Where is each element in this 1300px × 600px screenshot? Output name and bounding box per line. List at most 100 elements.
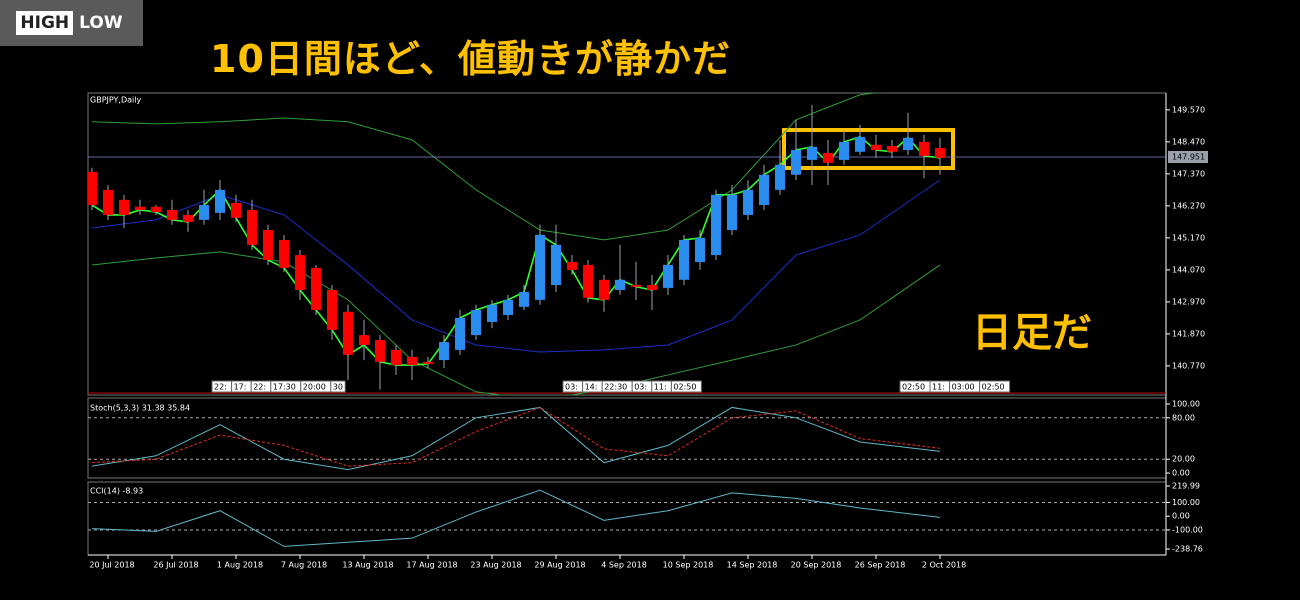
time-tag-box [670, 380, 702, 393]
stoch-title: Stoch(5,3,3) 31.38 35.84 [90, 404, 190, 413]
band-line [91, 93, 879, 241]
candle-body [839, 141, 849, 160]
band-line [91, 251, 941, 395]
y-tick-label: 140.770 [1172, 361, 1205, 370]
band-line [91, 179, 941, 353]
candle-body [567, 262, 577, 270]
candle-body [519, 292, 529, 307]
y-tick-label: 144.070 [1172, 265, 1205, 274]
candle-body [455, 317, 465, 350]
candle-body [215, 189, 225, 213]
candle-body [423, 361, 433, 364]
candle-body [631, 285, 641, 287]
y-tick-label: 100.00 [1172, 400, 1200, 409]
candle-body [231, 202, 241, 218]
y-tick-label: 145.170 [1172, 233, 1205, 242]
candle-body [615, 279, 625, 290]
time-tag: 02:50 [982, 383, 1005, 392]
y-tick-label: 142.970 [1172, 297, 1205, 306]
highlight-box [782, 128, 955, 170]
time-tag: 22: [214, 383, 227, 392]
headline: 10日間ほど、値動きが静かだ [210, 37, 731, 81]
y-tick-label: 141.870 [1172, 329, 1205, 338]
candle-body [823, 152, 833, 163]
candle-body [327, 289, 337, 330]
candle-body [407, 356, 417, 366]
cci-title: CCI(14) -8.93 [90, 487, 143, 496]
candle-body [311, 267, 321, 311]
candle-body [647, 285, 657, 290]
time-tag: 17:30 [273, 383, 296, 392]
y-tick-label: 219.99 [1172, 481, 1200, 490]
candle-body [247, 209, 257, 245]
y-tick-label: 20.00 [1172, 455, 1195, 464]
time-tag: 11: [932, 383, 945, 392]
y-tick-label: 100.00 [1172, 498, 1200, 507]
candle-body [183, 214, 193, 222]
y-tick-label: 149.570 [1172, 105, 1205, 114]
candle-body [871, 144, 881, 151]
candle-body [151, 206, 161, 212]
candle-body [439, 342, 449, 361]
x-tick-label: 13 Aug 2018 [342, 561, 393, 570]
candle-body [759, 174, 769, 206]
candle-body [711, 194, 721, 256]
time-tag: 03:00 [952, 383, 975, 392]
time-tag: 03: [565, 383, 578, 392]
logo: HIGH LOW [0, 0, 143, 46]
close-line [91, 136, 941, 366]
x-tick-label: 20 Jul 2018 [89, 561, 134, 570]
candle-body [599, 279, 609, 300]
x-tick-label: 1 Aug 2018 [217, 561, 263, 570]
x-tick-label: 10 Sep 2018 [663, 561, 714, 570]
time-tag: 02:50 [902, 383, 925, 392]
x-tick-label: 23 Aug 2018 [470, 561, 521, 570]
time-tag-box [979, 380, 1011, 393]
time-tag: 03: [634, 383, 647, 392]
candle-body [167, 209, 177, 220]
candle-body [855, 136, 865, 152]
time-tag-box [330, 380, 346, 393]
panel [88, 93, 1166, 395]
y-tick-label: -100.00 [1172, 525, 1203, 534]
candle-body [375, 340, 385, 362]
y-tick-label: 80.00 [1172, 413, 1195, 422]
time-tag: 20:00 [303, 383, 326, 392]
y-tick-label: 0.00 [1172, 512, 1190, 521]
y-tick-label: 148.470 [1172, 137, 1205, 146]
time-tag: 17: [234, 383, 247, 392]
indicator-line [91, 489, 941, 547]
candle-body [663, 264, 673, 288]
time-tag: 02:50 [673, 383, 696, 392]
x-tick-label: 2 Oct 2018 [922, 561, 966, 570]
candle-body [887, 145, 897, 152]
candle-body [679, 239, 689, 280]
candle-body [727, 194, 737, 231]
x-tick-label: 4 Sep 2018 [601, 561, 647, 570]
x-tick-label: 29 Aug 2018 [534, 561, 585, 570]
annotation: 日足だ [972, 310, 1092, 356]
candle-body [295, 255, 305, 290]
candle-body [279, 239, 289, 268]
indicator-line [91, 406, 941, 471]
candle-body [135, 206, 145, 210]
cci-frame [87, 481, 1167, 556]
candle-body [791, 150, 801, 175]
time-tag: 11: [654, 383, 667, 392]
indicator-line [91, 406, 941, 467]
candle-body [263, 230, 273, 261]
stoch-frame [87, 397, 1167, 479]
candle-body [119, 199, 129, 215]
candle-body [695, 237, 705, 263]
y-tick-label: 146.270 [1172, 201, 1205, 210]
y-tick-label: -238.76 [1172, 544, 1203, 553]
candle-body [551, 244, 561, 286]
time-tag: 22:30 [604, 383, 627, 392]
candle-body [103, 189, 113, 215]
candle-body [775, 164, 785, 190]
panel [88, 489, 1166, 547]
logo-low: LOW [79, 13, 123, 33]
x-tick-label: 26 Sep 2018 [855, 561, 906, 570]
